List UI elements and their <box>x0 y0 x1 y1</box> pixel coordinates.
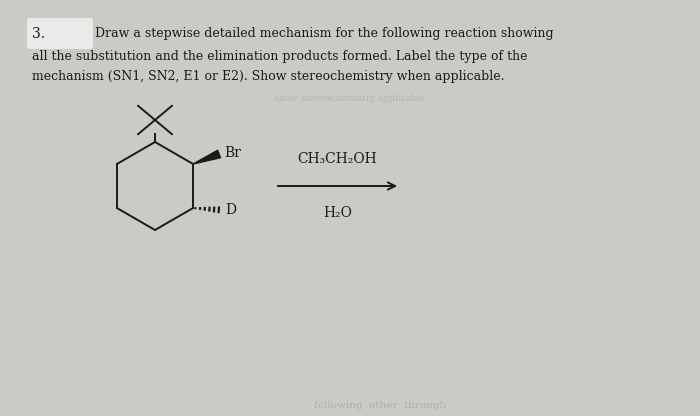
Text: all the substitution and the elimination products formed. Label the type of the: all the substitution and the elimination… <box>32 50 528 62</box>
Text: following  other  through: following other through <box>314 401 446 410</box>
Text: Draw a stepwise detailed mechanism for the following reaction showing: Draw a stepwise detailed mechanism for t… <box>95 27 554 40</box>
Text: Br: Br <box>224 146 241 160</box>
FancyBboxPatch shape <box>27 18 93 49</box>
Text: CH₃CH₂OH: CH₃CH₂OH <box>298 152 377 166</box>
Polygon shape <box>193 150 220 164</box>
Text: mechanism (SN1, SN2, E1 or E2). Show stereochemistry when applicable.: mechanism (SN1, SN2, E1 or E2). Show ste… <box>32 69 505 82</box>
Text: show stereochemistry applicable: show stereochemistry applicable <box>274 94 426 102</box>
Text: 3.: 3. <box>32 27 45 40</box>
Text: D: D <box>225 203 236 217</box>
Text: H₂O: H₂O <box>323 206 352 220</box>
